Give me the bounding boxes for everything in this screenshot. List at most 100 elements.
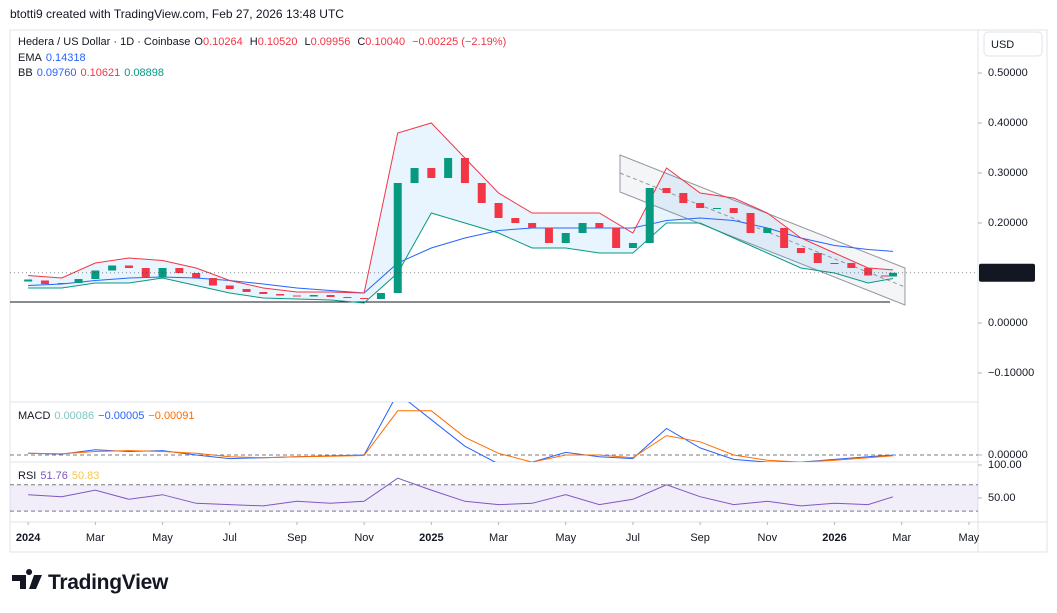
- y-tick-label: 0.00000: [988, 317, 1028, 329]
- candle: [813, 253, 822, 263]
- indicator-name: BB: [18, 67, 33, 79]
- y-tick-label: 0.00000: [988, 449, 1028, 461]
- candle: [427, 168, 436, 178]
- candle: [830, 263, 839, 264]
- candle: [561, 233, 570, 243]
- last-price-label: 0.10040: [988, 267, 1028, 279]
- candle: [292, 295, 301, 297]
- indicator-value: 0.09760: [36, 67, 77, 79]
- indicator-value: 51.76: [40, 470, 68, 482]
- candle: [343, 297, 352, 298]
- x-tick-label: May: [555, 532, 576, 544]
- y-tick-label: 100.00: [988, 459, 1022, 471]
- last-price-box: [979, 263, 1035, 282]
- line: [28, 477, 894, 507]
- indicator-name: MACD: [18, 410, 51, 422]
- x-tick-label: Jul: [626, 532, 640, 544]
- currency-box[interactable]: [983, 31, 1043, 57]
- ohlc-value: 0.10040: [365, 36, 406, 48]
- candle: [444, 158, 453, 178]
- ohlc: C0.10040: [357, 36, 409, 48]
- indicator-value: 0.00086: [54, 410, 95, 422]
- ohlc: L0.09956: [304, 36, 354, 48]
- ohlc-value: 0.10520: [257, 36, 298, 48]
- change: −0.00225 (−2.19%): [412, 36, 507, 48]
- indicator-value: 0.10621: [80, 67, 121, 79]
- legend: EMA 0.14318: [18, 52, 90, 64]
- candle: [376, 293, 385, 299]
- candle: [494, 203, 503, 218]
- candle: [477, 183, 486, 203]
- candle: [208, 278, 217, 286]
- y-tick-label: 0.20000: [988, 217, 1028, 229]
- x-tick-label: Nov: [354, 532, 374, 544]
- frame: [9, 29, 1048, 553]
- indicator-value: −0.00091: [148, 410, 195, 422]
- line: [28, 212, 894, 304]
- candle: [91, 270, 100, 279]
- candle: [544, 228, 553, 243]
- candle: [880, 275, 889, 277]
- indicator-value: 0.14318: [45, 52, 86, 64]
- candle: [276, 294, 285, 296]
- candle: [763, 228, 772, 233]
- credit: btotti9 created with TradingView.com, Fe…: [10, 7, 344, 21]
- x-tick-label: 2024: [16, 532, 41, 544]
- x-tick-label: Sep: [287, 532, 307, 544]
- y-tick-label: 0.30000: [988, 167, 1028, 179]
- line: [28, 410, 894, 462]
- x-tick-label: May: [959, 532, 980, 544]
- indicator-value: 50.83: [71, 470, 100, 482]
- candle: [360, 298, 369, 299]
- x-tick-label: Jul: [223, 532, 237, 544]
- band-fill: [28, 123, 893, 303]
- candle: [108, 265, 117, 271]
- ohlc-key: O: [194, 36, 203, 48]
- candle: [662, 188, 671, 193]
- candle: [74, 279, 83, 283]
- legend: MACD 0.00086 −0.00005 −0.00091: [18, 410, 199, 422]
- indicator-name: EMA: [18, 52, 42, 64]
- candle: [712, 208, 721, 209]
- ohlc-value: 0.10264: [202, 36, 243, 48]
- candle: [578, 223, 587, 233]
- candle: [528, 223, 537, 228]
- ohlc-key: L: [304, 36, 311, 48]
- candle: [410, 168, 419, 183]
- candle: [729, 208, 738, 213]
- x-tick-label: May: [152, 532, 173, 544]
- candle: [259, 292, 268, 294]
- candle: [888, 272, 897, 277]
- candle: [628, 243, 637, 248]
- legend: RSI 51.76 50.83: [18, 470, 103, 482]
- legend: BB 0.09760 0.10621 0.08898: [18, 67, 168, 79]
- logo: TradingView: [48, 571, 169, 594]
- candle: [40, 280, 49, 284]
- x-tick-label: Mar: [892, 532, 911, 544]
- candle: [326, 295, 335, 297]
- indicator-value: 0.08898: [124, 67, 164, 79]
- y-tick-label: 0.40000: [988, 117, 1028, 129]
- candle: [175, 268, 184, 273]
- candle: [460, 158, 469, 183]
- candle: [242, 289, 251, 292]
- candle: [595, 223, 604, 228]
- candle: [847, 263, 856, 268]
- candle: [612, 228, 621, 248]
- band-fill: [10, 484, 978, 512]
- pane: [10, 122, 978, 304]
- x-tick-label: Sep: [690, 532, 710, 544]
- ohlc-value: 0.09956: [310, 36, 351, 48]
- y-tick-label: 50.00: [988, 492, 1016, 504]
- candle: [780, 228, 789, 248]
- x-tick-label: Mar: [86, 532, 105, 544]
- pane: [10, 477, 978, 512]
- ohlc: O0.10264: [194, 36, 246, 48]
- candle: [746, 213, 755, 233]
- pane: [10, 402, 978, 462]
- candle: [309, 295, 318, 297]
- candle: [511, 218, 520, 223]
- candle: [696, 203, 705, 208]
